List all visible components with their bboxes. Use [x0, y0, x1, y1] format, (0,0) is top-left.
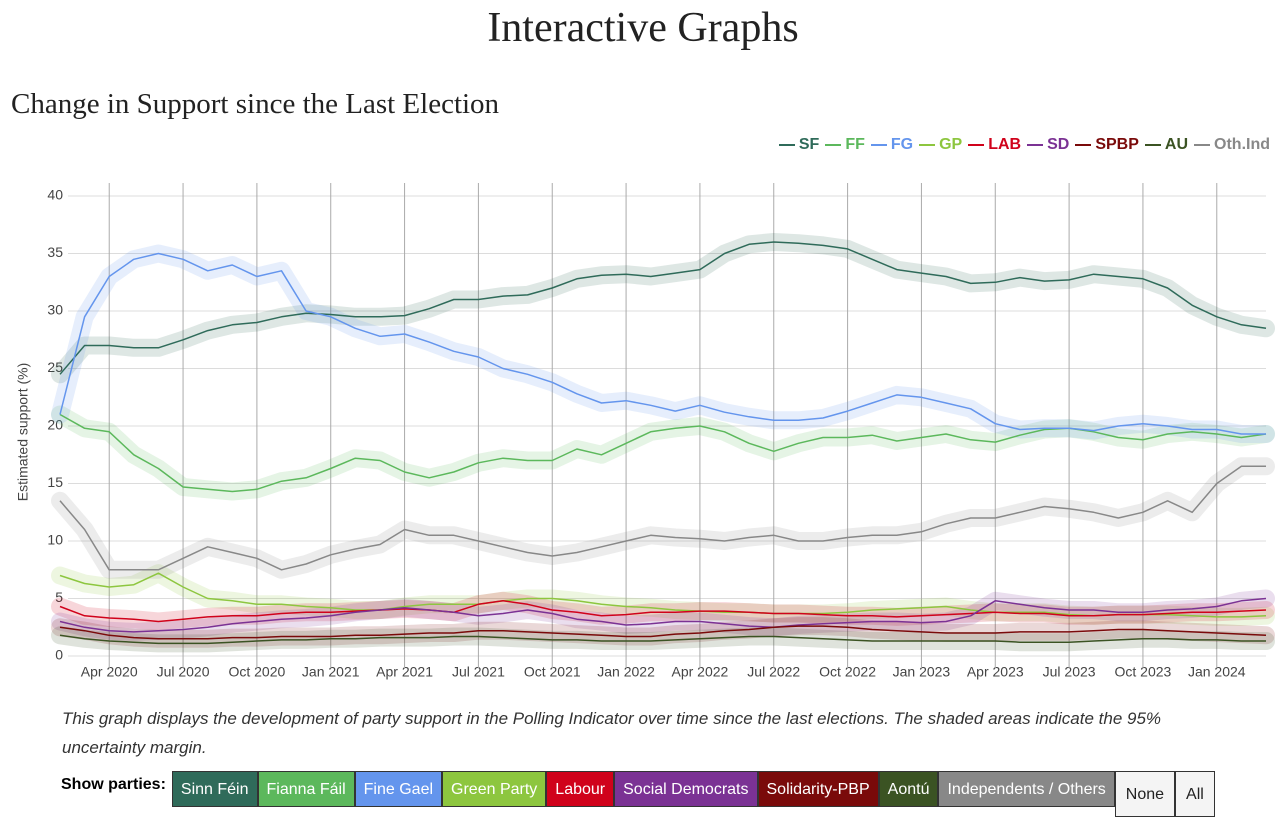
legend-label: GP	[939, 136, 963, 153]
legend-swatch	[1144, 144, 1161, 146]
series-line	[59, 572, 1267, 618]
legend-item[interactable]: LAB	[968, 136, 1021, 154]
party-button[interactable]: Labour	[546, 771, 615, 807]
legend-label: SPBP	[1095, 136, 1139, 153]
legend-item[interactable]: FF	[825, 136, 865, 154]
legend-item[interactable]: SF	[778, 136, 820, 154]
series-line	[59, 600, 1267, 623]
y-tick-label: 40	[47, 187, 63, 203]
chart-title: Change in Support since the Last Electio…	[11, 88, 500, 120]
party-button[interactable]: Solidarity-PBP	[757, 771, 879, 807]
x-tick-label: Jan 2023	[893, 664, 951, 680]
page-title: Interactive Graphs	[487, 5, 799, 51]
none-button[interactable]: None	[1114, 771, 1176, 817]
series-line	[59, 634, 1266, 645]
y-tick-label: 5	[55, 589, 63, 605]
legend-swatch	[1075, 144, 1092, 146]
legend-swatch	[1194, 144, 1211, 146]
party-button[interactable]: Aontú	[878, 771, 939, 807]
legend-swatch	[825, 144, 842, 146]
y-tick-label: 0	[55, 647, 63, 663]
legend-item[interactable]: AU	[1144, 136, 1189, 154]
party-button[interactable]: Fianna Fáil	[257, 771, 355, 807]
series-line	[59, 252, 1266, 435]
y-tick-label: 15	[47, 474, 63, 490]
x-tick-label: Jan 2024	[1188, 664, 1246, 680]
legend-label: LAB	[988, 136, 1022, 153]
legend: SF FF FG GP LAB SD SPBP AU Oth.Ind	[778, 136, 1270, 154]
button-group: Sinn Féin Fianna Fáil Fine Gael Green Party…	[171, 771, 1215, 817]
all-button[interactable]: All	[1175, 771, 1215, 817]
x-tick-label: Jul 2020	[157, 664, 210, 680]
party-button[interactable]: Fine Gael	[354, 771, 443, 807]
legend-swatch	[919, 144, 936, 146]
y-axis-label: Estimated support (%)	[15, 363, 31, 502]
legend-swatch	[968, 144, 985, 146]
x-tick-label: Oct 2023	[1115, 664, 1172, 680]
y-tick-label: 35	[47, 244, 63, 260]
y-tick-label: 30	[47, 302, 63, 318]
x-tick-label: Oct 2020	[228, 664, 285, 680]
party-button[interactable]: Social Democrats	[614, 771, 758, 807]
legend-label: SD	[1047, 136, 1070, 153]
legend-item[interactable]: SPBP	[1075, 136, 1139, 154]
y-tick-label: 10	[47, 532, 63, 548]
legend-swatch	[1027, 144, 1044, 146]
y-tick-label: 25	[47, 359, 63, 375]
series-line	[59, 465, 1266, 571]
legend-swatch	[778, 144, 795, 146]
legend-label: SF	[798, 136, 820, 153]
legend-item[interactable]: FG	[870, 136, 914, 154]
x-tick-label: Apr 2020	[81, 664, 138, 680]
legend-label: Oth.Ind	[1214, 136, 1270, 153]
series-line	[59, 241, 1267, 375]
controls: Show parties: Sinn Féin Fianna Fáil Fine G…	[61, 771, 1215, 817]
caption: This graph displays the development of p…	[62, 709, 1162, 757]
x-tick-label: Jan 2022	[597, 664, 655, 680]
party-button[interactable]: Independents / Others	[938, 771, 1115, 807]
series-line	[59, 597, 1267, 633]
x-tick-label: Apr 2021	[376, 664, 433, 680]
legend-label: FF	[845, 136, 865, 153]
x-tick-label: Jul 2023	[1043, 664, 1096, 680]
party-button[interactable]: Sinn Féin	[171, 771, 258, 807]
legend-item[interactable]: Oth.Ind	[1194, 136, 1270, 154]
chart: 0 5 10 15 20 25 30 35 40 Apr 2020 Jul 2020 Oct 2020…	[15, 183, 1275, 680]
x-tick-label: Jul 2021	[452, 664, 505, 680]
x-tick-label: Jul 2022	[747, 664, 800, 680]
controls-label: Show parties:	[61, 776, 166, 793]
x-tick-label: Apr 2022	[672, 664, 729, 680]
legend-label: FG	[890, 136, 914, 153]
x-tick-label: Apr 2023	[967, 664, 1024, 680]
y-tick-label: 20	[47, 417, 63, 433]
legend-item[interactable]: GP	[919, 136, 962, 154]
legend-swatch	[870, 144, 887, 146]
x-tick-label: Jan 2021	[302, 664, 360, 680]
x-tick-label: Oct 2022	[819, 664, 876, 680]
series-line	[59, 625, 1267, 640]
legend-item[interactable]: SD	[1027, 136, 1069, 154]
party-button[interactable]: Green Party	[442, 771, 547, 807]
x-tick-label: Oct 2021	[524, 664, 581, 680]
legend-label: AU	[1164, 136, 1189, 153]
